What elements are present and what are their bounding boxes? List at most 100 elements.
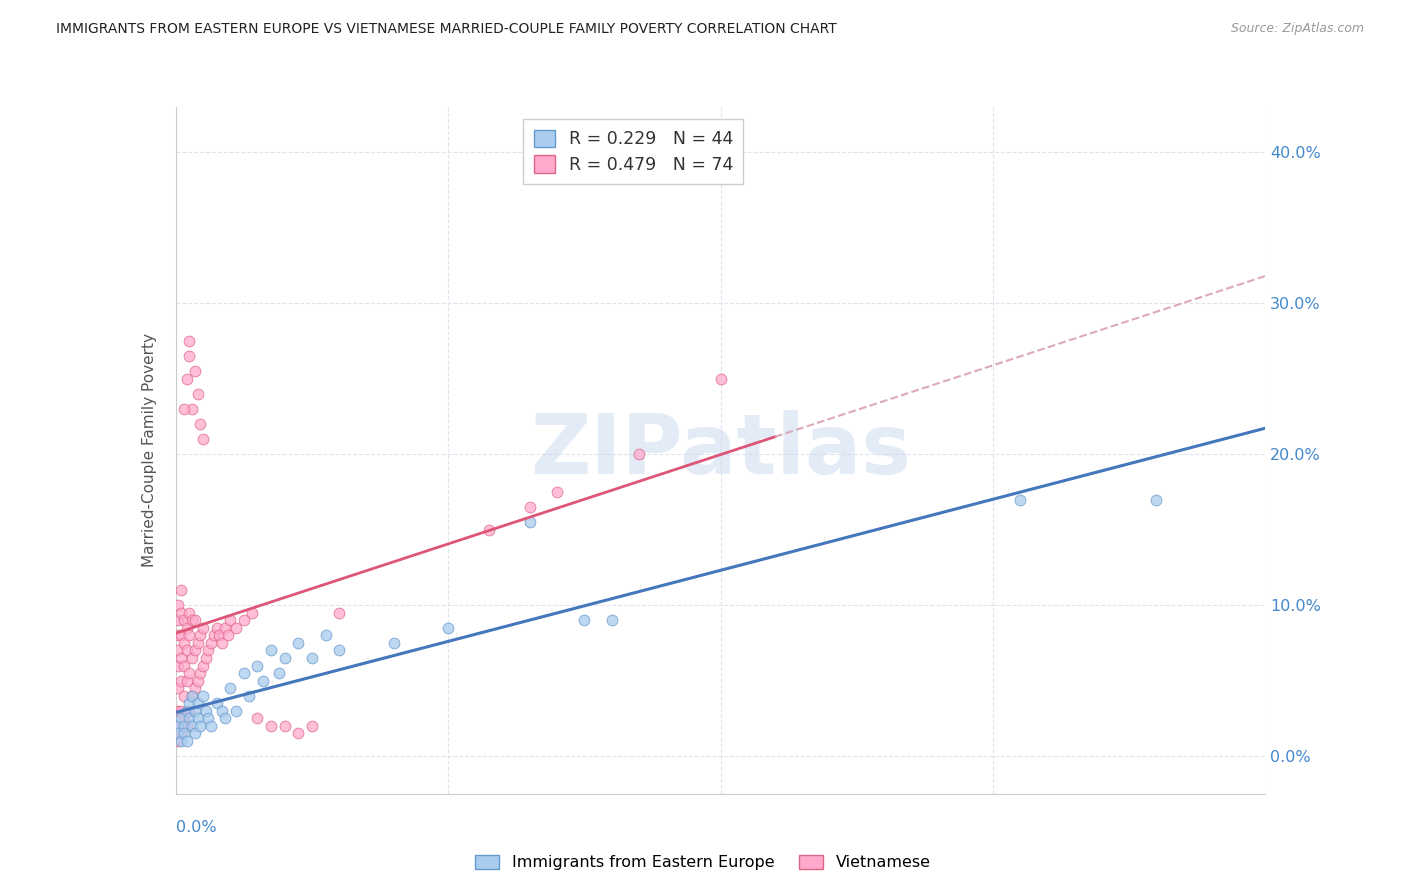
Point [328, 606, 350, 620]
Point [173, 401, 195, 416]
Point [176, 372, 198, 386]
Point [1010, 492, 1032, 507]
Point [176, 719, 198, 733]
Point [184, 726, 207, 740]
Point [170, 583, 193, 598]
Point [179, 334, 201, 348]
Point [191, 689, 214, 703]
Point [170, 711, 193, 725]
Point [269, 666, 291, 681]
Point [184, 613, 207, 627]
Point [170, 673, 193, 688]
Point [211, 636, 233, 650]
Point [186, 696, 209, 710]
Point [194, 704, 217, 718]
Point [214, 621, 236, 635]
Point [176, 621, 198, 635]
Text: Source: ZipAtlas.com: Source: ZipAtlas.com [1230, 22, 1364, 36]
Point [225, 704, 247, 718]
Point [181, 613, 204, 627]
Point [167, 719, 190, 733]
Point [225, 621, 247, 635]
Point [184, 681, 207, 696]
Point [173, 719, 195, 733]
Point [170, 726, 193, 740]
Point [287, 636, 309, 650]
Point [710, 372, 733, 386]
Point [232, 613, 254, 627]
Text: 0.0%: 0.0% [176, 820, 217, 835]
Point [232, 666, 254, 681]
Point [186, 636, 209, 650]
Point [217, 628, 239, 642]
Point [181, 689, 204, 703]
Point [238, 689, 260, 703]
Point [179, 696, 201, 710]
Point [219, 681, 242, 696]
Point [173, 689, 195, 703]
Point [176, 734, 198, 748]
Point [287, 726, 309, 740]
Point [184, 704, 207, 718]
Point [184, 364, 207, 378]
Point [179, 349, 201, 363]
Text: IMMIGRANTS FROM EASTERN EUROPE VS VIETNAMESE MARRIED-COUPLE FAMILY POVERTY CORRE: IMMIGRANTS FROM EASTERN EUROPE VS VIETNA… [56, 22, 837, 37]
Point [627, 447, 650, 461]
Point [546, 485, 568, 500]
Point [167, 598, 190, 612]
Point [205, 696, 228, 710]
Point [167, 719, 190, 733]
Point [219, 613, 242, 627]
Point [181, 689, 204, 703]
Point [167, 726, 190, 740]
Point [176, 704, 198, 718]
Point [167, 658, 190, 673]
Point [191, 621, 214, 635]
Point [600, 613, 623, 627]
Point [181, 719, 204, 733]
Point [208, 628, 231, 642]
Point [179, 606, 201, 620]
Point [200, 636, 222, 650]
Point [252, 673, 274, 688]
Point [191, 432, 214, 446]
Point [1144, 492, 1167, 507]
Point [200, 719, 222, 733]
Point [170, 704, 193, 718]
Point [173, 613, 195, 627]
Point [167, 613, 190, 627]
Legend: Immigrants from Eastern Europe, Vietnamese: Immigrants from Eastern Europe, Vietname… [470, 848, 936, 877]
Point [188, 417, 211, 431]
Point [315, 628, 337, 642]
Point [186, 387, 209, 401]
Point [167, 704, 190, 718]
Point [188, 719, 211, 733]
Point [170, 606, 193, 620]
Point [167, 628, 190, 642]
Point [176, 643, 198, 657]
Legend: R = 0.229   N = 44, R = 0.479   N = 74: R = 0.229 N = 44, R = 0.479 N = 74 [523, 120, 744, 185]
Point [179, 704, 201, 718]
Point [246, 711, 269, 725]
Point [260, 643, 283, 657]
Text: ZIPatlas: ZIPatlas [530, 410, 911, 491]
Point [186, 711, 209, 725]
Point [170, 651, 193, 665]
Point [382, 636, 405, 650]
Point [188, 666, 211, 681]
Point [301, 719, 323, 733]
Point [211, 704, 233, 718]
Point [274, 719, 297, 733]
Point [246, 658, 269, 673]
Point [205, 621, 228, 635]
Point [176, 673, 198, 688]
Y-axis label: Married-Couple Family Poverty: Married-Couple Family Poverty [142, 334, 157, 567]
Point [478, 523, 501, 537]
Point [328, 643, 350, 657]
Point [194, 651, 217, 665]
Point [167, 681, 190, 696]
Point [260, 719, 283, 733]
Point [181, 401, 204, 416]
Point [173, 658, 195, 673]
Point [181, 651, 204, 665]
